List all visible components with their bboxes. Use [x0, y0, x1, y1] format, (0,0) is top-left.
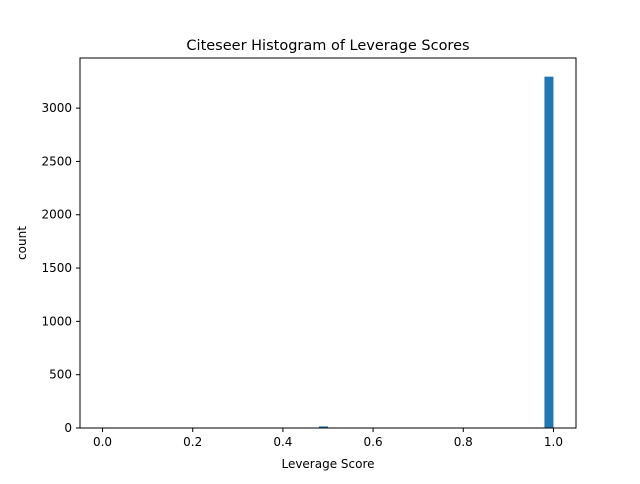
- y-tick-label: 0: [64, 421, 72, 435]
- y-tick-label: 500: [49, 368, 72, 382]
- x-axis-label: Leverage Score: [281, 457, 374, 471]
- x-axis-ticks: 0.0 0.2 0.4 0.6 0.8 1.0: [93, 428, 563, 449]
- y-tick-label: 3000: [41, 101, 72, 115]
- y-tick-label: 2500: [41, 154, 72, 168]
- x-tick-label: 0.8: [454, 435, 473, 449]
- histogram-bar-3: [544, 76, 554, 428]
- plot-frame: [79, 57, 577, 429]
- y-tick-label: 2000: [41, 208, 72, 222]
- y-tick-label: 1000: [41, 314, 72, 328]
- x-tick-label: 0.2: [183, 435, 202, 449]
- x-tick-label: 0.4: [273, 435, 292, 449]
- chart-title: Citeseer Histogram of Leverage Scores: [186, 38, 469, 54]
- y-tick-label: 1500: [41, 261, 72, 275]
- x-tick-label: 0.6: [364, 435, 383, 449]
- y-axis-ticks: 0 500 1000 1500 2000 2500 3000: [41, 101, 80, 435]
- x-tick-label: 0.0: [93, 435, 112, 449]
- histogram-bar-2: [318, 426, 328, 428]
- y-axis-label: count: [15, 226, 29, 260]
- x-tick-label: 1.0: [544, 435, 563, 449]
